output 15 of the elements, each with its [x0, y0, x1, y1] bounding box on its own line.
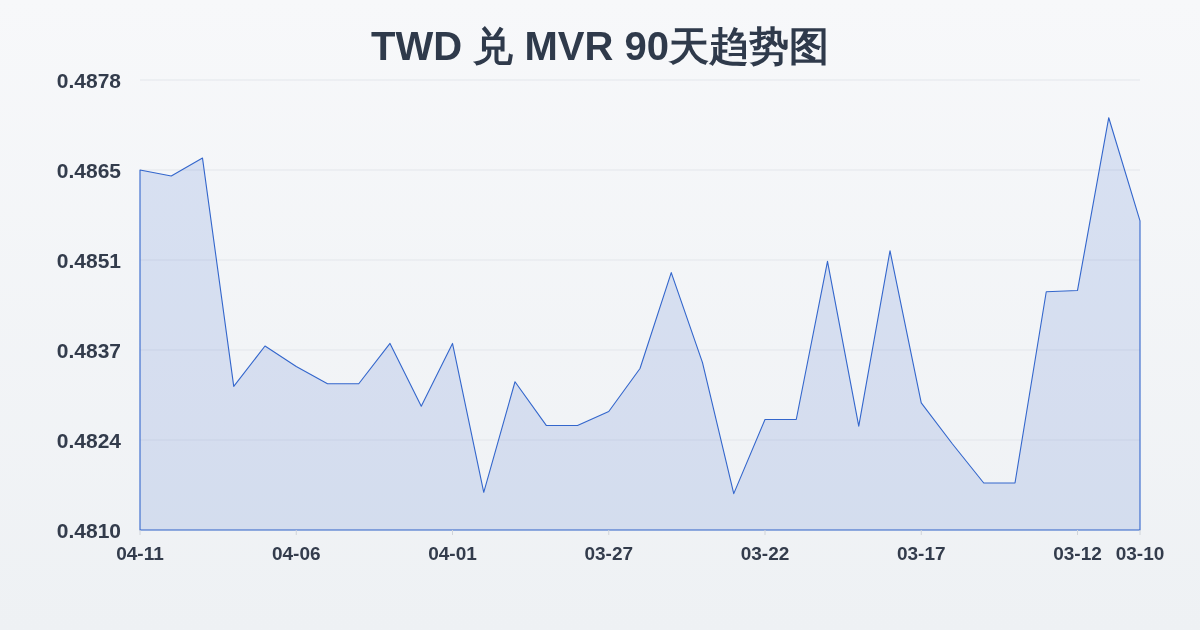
x-tick-label: 04-01	[428, 543, 478, 564]
x-tick-label: 03-10	[1115, 543, 1165, 564]
x-tick-label: 03-27	[584, 543, 634, 564]
y-tick-label: 0.4851	[56, 248, 122, 272]
x-tick-label: 03-17	[896, 543, 946, 564]
y-tick-label: 0.4837	[56, 338, 121, 362]
x-tick-label: 04-06	[271, 543, 321, 564]
y-tick-label: 0.4878	[56, 68, 122, 92]
x-tick-label: 04-11	[116, 543, 165, 564]
y-tick-label: 0.4824	[56, 428, 122, 452]
x-tick-label: 03-22	[740, 543, 790, 564]
y-tick-label: 0.4810	[56, 518, 121, 542]
x-tick-label: 03-12	[1053, 543, 1102, 564]
y-tick-label: 0.4865	[56, 158, 122, 182]
chart-title: TWD 兑 MVR 90天趋势图	[371, 24, 829, 68]
